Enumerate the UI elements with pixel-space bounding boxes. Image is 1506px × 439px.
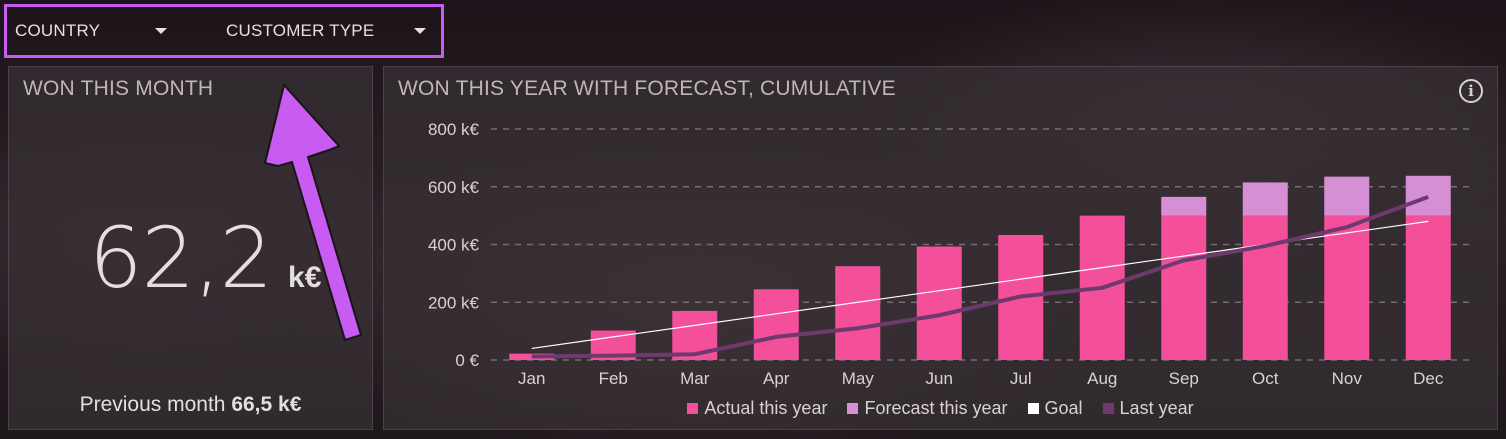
bar-actual	[1324, 215, 1370, 360]
legend-label: Forecast this year	[864, 398, 1008, 418]
previous-month-value: 66,5 k€	[231, 393, 302, 416]
panel-title: WON THIS YEAR WITH FORECAST, CUMULATIVE	[398, 77, 896, 100]
x-tick-label: Jun	[926, 369, 953, 388]
kpi-value: 62,2 k€	[89, 209, 321, 307]
legend-item[interactable]: Forecast this year	[847, 398, 1008, 419]
x-tick-label: Sep	[1169, 369, 1199, 388]
legend-label: Last year	[1119, 398, 1194, 418]
won-this-year-panel: WON THIS YEAR WITH FORECAST, CUMULATIVE …	[383, 66, 1498, 430]
x-tick-label: Jan	[518, 369, 545, 388]
previous-month-text: Previous month 66,5 k€	[9, 393, 372, 417]
bar-actual	[916, 246, 962, 360]
x-tick-label: Apr	[763, 369, 790, 388]
bar-actual	[1405, 215, 1451, 360]
bar-actual	[1161, 215, 1207, 360]
x-tick-label: Feb	[599, 369, 628, 388]
legend-label: Actual this year	[704, 398, 828, 418]
legend-label: Goal	[1044, 398, 1083, 418]
x-tick-label: Jul	[1010, 369, 1032, 388]
x-tick-label: Oct	[1252, 369, 1279, 388]
caret-down-icon	[155, 28, 167, 34]
legend-swatch	[847, 403, 859, 414]
bar-forecast	[1242, 182, 1288, 216]
y-tick-label: 400 k€	[428, 236, 480, 255]
bar-forecast	[1161, 196, 1207, 216]
bar-actual	[509, 353, 555, 360]
country-filter-dropdown[interactable]: COUNTRY	[15, 21, 167, 41]
x-tick-label: Nov	[1332, 369, 1363, 388]
y-tick-label: 800 k€	[428, 120, 480, 139]
y-tick-label: 200 k€	[428, 293, 480, 312]
bar-forecast	[1405, 175, 1451, 216]
legend-item[interactable]: Goal	[1027, 398, 1083, 419]
won-this-month-panel: WON THIS MONTH 62,2 k€ Previous month 66…	[8, 66, 373, 430]
customer-type-filter-dropdown[interactable]: CUSTOMER TYPE	[226, 21, 426, 41]
kpi-number: 62,2	[89, 209, 273, 307]
x-tick-label: Aug	[1087, 369, 1117, 388]
legend-swatch	[687, 403, 699, 414]
y-tick-label: 600 k€	[428, 178, 480, 197]
cumulative-chart: 0 € 200 k€ 400 k€ 600 k€ 800 k€ Jan Feb Mar Apr M…	[428, 120, 1469, 388]
bar-actual	[1242, 215, 1288, 360]
bar-actual	[835, 266, 881, 360]
x-tick-label: Dec	[1413, 369, 1444, 388]
previous-month-label: Previous month	[79, 393, 226, 416]
caret-down-icon	[414, 28, 426, 34]
bar-actual	[753, 289, 799, 360]
y-tick-label: 0 €	[455, 351, 479, 370]
country-filter-label: COUNTRY	[15, 21, 101, 40]
x-tick-label: Mar	[680, 369, 710, 388]
last-year-line	[531, 194, 1429, 359]
legend-item[interactable]: Actual this year	[687, 398, 827, 419]
bar-forecast	[1324, 176, 1370, 216]
info-icon[interactable]: i	[1459, 79, 1483, 103]
customer-type-filter-label: CUSTOMER TYPE	[226, 21, 375, 40]
legend-item[interactable]: Last year	[1102, 398, 1194, 419]
filter-bar: COUNTRY CUSTOMER TYPE	[4, 4, 444, 58]
kpi-unit: k€	[288, 261, 322, 294]
chart-legend: Actual this year Forecast this year Goal La…	[384, 398, 1497, 419]
legend-swatch	[1102, 403, 1114, 414]
legend-swatch	[1027, 403, 1039, 414]
panel-title: WON THIS MONTH	[23, 77, 214, 100]
x-tick-label: May	[842, 369, 875, 388]
